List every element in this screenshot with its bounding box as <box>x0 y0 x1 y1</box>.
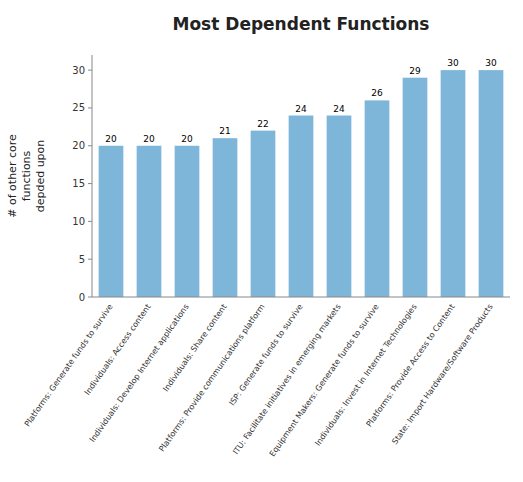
title: Most Dependent Functions <box>173 14 430 34</box>
y-tick-label: 15 <box>72 178 85 189</box>
y-tick <box>88 107 92 108</box>
data-label: 30 <box>447 58 459 68</box>
y-axis-label-line: # of other core <box>6 134 19 218</box>
x-tick-label: Individuals: Share content <box>161 302 228 393</box>
data-label: 26 <box>371 88 383 98</box>
bar <box>327 116 352 298</box>
bars <box>99 70 504 297</box>
y-tick <box>88 70 92 71</box>
y-tick <box>88 145 92 146</box>
data-label: 22 <box>257 119 268 129</box>
y-tick-label: 10 <box>72 216 85 227</box>
x-tick-label: Individuals: Access content <box>83 302 153 396</box>
y-tick <box>88 259 92 260</box>
bar <box>213 138 238 297</box>
data-label: 20 <box>143 134 155 144</box>
x-axis-line <box>92 297 510 298</box>
chart: Most Dependent Functions 20 20 20 21 22 24 24 26… <box>0 0 523 482</box>
y-axis-label-line: depded upon <box>34 140 47 213</box>
bar <box>403 78 428 297</box>
bar <box>479 70 504 297</box>
y-axis-label-line: functions <box>20 150 33 201</box>
bar <box>289 116 314 298</box>
data-label: 30 <box>485 58 497 68</box>
y-tick-label: 5 <box>79 254 85 265</box>
y-axis-line <box>92 55 93 297</box>
data-label: 24 <box>333 104 345 114</box>
y-tick-label: 0 <box>79 292 85 303</box>
y-tick <box>88 183 92 184</box>
bar <box>441 70 466 297</box>
x-tick-label: State: Import Hardware/Software Products <box>390 302 494 446</box>
y-tick <box>88 297 92 298</box>
bar <box>365 100 390 297</box>
y-axis-label: # of other corefunctionsdepded upon <box>6 134 47 218</box>
data-label: 20 <box>105 134 117 144</box>
bar <box>251 131 276 297</box>
data-label: 29 <box>409 66 421 76</box>
bar <box>99 146 124 297</box>
y-tick-label: 25 <box>72 102 85 113</box>
y-tick <box>88 221 92 222</box>
y-tick-label: 20 <box>72 140 85 151</box>
bar <box>137 146 162 297</box>
data-label: 20 <box>181 134 193 144</box>
y-tick-label: 30 <box>72 65 85 76</box>
x-tick-label: ISP: Generate funds to survive <box>227 302 304 407</box>
data-label: 21 <box>219 126 230 136</box>
data-label: 24 <box>295 104 307 114</box>
bar <box>175 146 200 297</box>
